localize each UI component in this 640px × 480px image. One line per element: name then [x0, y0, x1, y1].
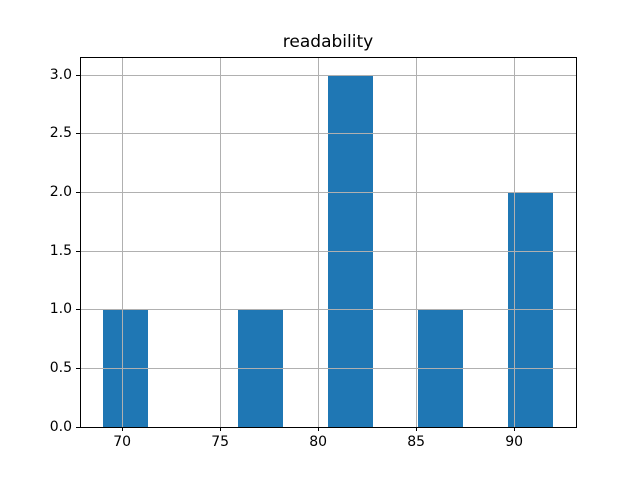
x-tick-label: 70 [113, 434, 132, 450]
y-tick-mark [76, 192, 80, 193]
y-gridline [80, 133, 576, 135]
x-tick-mark [513, 427, 515, 432]
x-tick-mark [121, 427, 123, 432]
y-tick-mark [76, 368, 80, 369]
y-tick-label: 1.5 [49, 242, 72, 259]
y-gridline [80, 368, 576, 369]
x-gridline [219, 57, 221, 428]
x-tick-mark [317, 427, 319, 432]
chart-title: readability [282, 32, 374, 52]
y-tick-mark [76, 250, 80, 252]
x-gridline [513, 57, 515, 428]
x-gridline [121, 57, 123, 428]
x-tick-label: 75 [211, 434, 230, 450]
x-tick-label: 80 [309, 434, 328, 450]
x-gridline [317, 57, 319, 428]
y-tick-mark [76, 74, 80, 76]
y-gridline [80, 192, 576, 193]
y-gridline [80, 426, 576, 428]
y-tick-label: 2.5 [49, 125, 72, 142]
x-tick-mark [415, 427, 417, 432]
x-gridline [415, 57, 417, 428]
x-tick-mark [219, 427, 221, 432]
y-tick-label: 0.5 [49, 360, 72, 376]
y-tick-label: 0.0 [49, 418, 72, 435]
x-tick-label: 90 [505, 434, 524, 450]
y-tick-mark [76, 309, 80, 311]
y-tick-label: 2.0 [49, 184, 72, 200]
y-tick-mark [76, 426, 80, 428]
x-tick-label: 85 [407, 434, 426, 450]
y-gridline [80, 250, 576, 252]
y-gridline [80, 309, 576, 311]
y-gridline [80, 74, 576, 76]
y-tick-mark [76, 133, 80, 135]
y-tick-label: 3.0 [49, 66, 72, 83]
y-tick-label: 1.0 [49, 301, 72, 318]
